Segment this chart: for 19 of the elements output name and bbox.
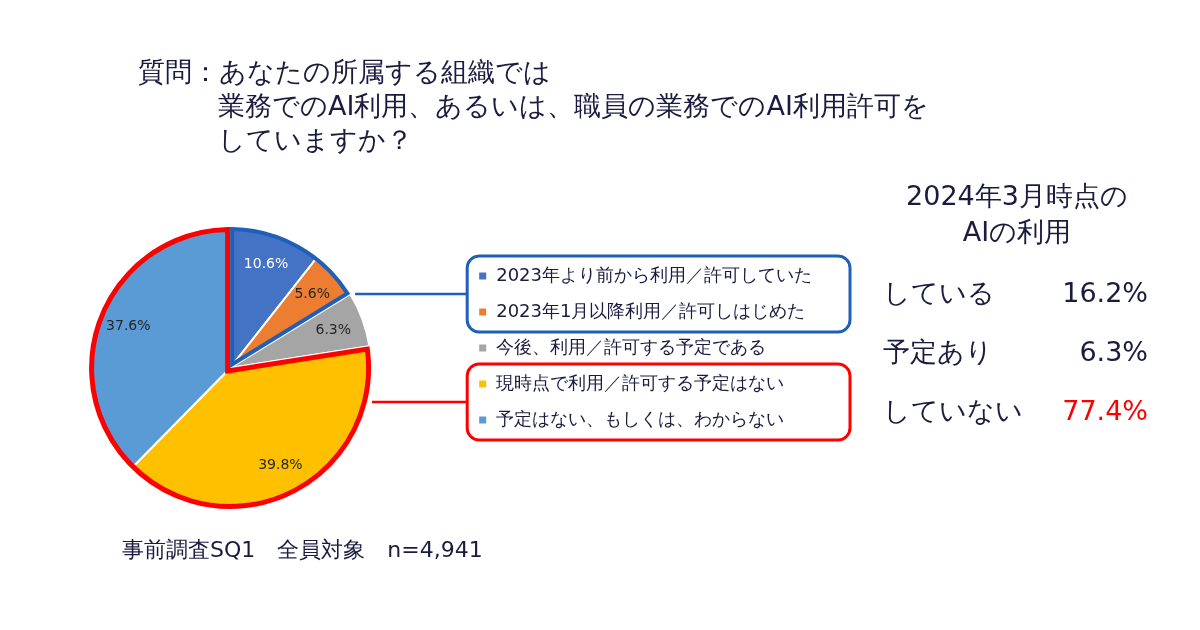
text: 2024年3月時点の AIの利用	[905, 179, 1129, 249]
text: 予定あり	[883, 334, 993, 369]
text: していない	[883, 393, 1023, 428]
legend-label: 今後、利用／許可する予定である	[496, 335, 767, 357]
text: している	[883, 275, 995, 310]
legend-label: 2023年1月以降利用／許可しはじめた	[496, 299, 806, 321]
data-label: 39.8%	[258, 456, 303, 473]
data-label: 37.6%	[106, 316, 151, 333]
legend-label: 現時点で利用／許可する予定はない	[496, 371, 785, 393]
legend-label: 予定はない、もしくは、わからない	[496, 407, 785, 429]
text: 事前調査SQ1 全員対象 n=4,941	[122, 536, 483, 564]
text: 6.3%	[1079, 336, 1148, 367]
legend-label: 2023年より前から利用／許可していた	[496, 263, 812, 285]
data-label: 5.6%	[294, 285, 330, 302]
data-label: 10.6%	[243, 254, 289, 271]
text: 16.2%	[1062, 277, 1148, 308]
data-label: 6.3%	[315, 320, 352, 337]
chart-title: 質問：あなたの所属する組織では業務でのAI利用、あるいは、職員の業務でのAI利用許可をしていますか？	[138, 56, 929, 155]
text: 77.4%	[1062, 395, 1148, 426]
